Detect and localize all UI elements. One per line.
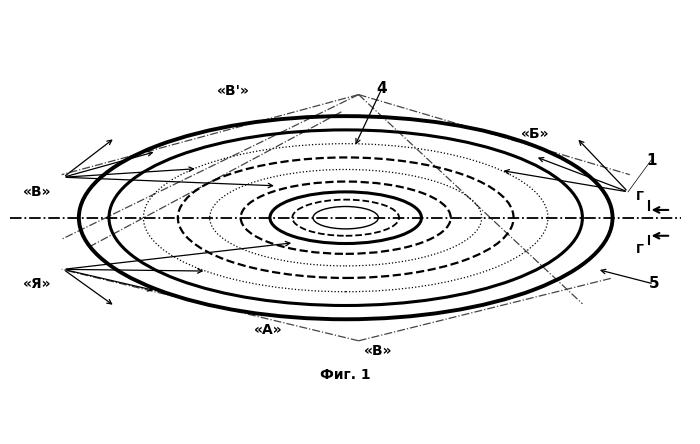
Text: «В»: «В» bbox=[364, 344, 393, 358]
Text: Г: Г bbox=[636, 190, 644, 202]
Text: «Я»: «Я» bbox=[23, 277, 52, 291]
Text: 1: 1 bbox=[646, 153, 657, 167]
Text: «В'»: «В'» bbox=[218, 84, 250, 98]
Text: 4: 4 bbox=[377, 81, 387, 96]
Text: Фиг. 1: Фиг. 1 bbox=[321, 368, 371, 382]
Text: 5: 5 bbox=[648, 277, 659, 291]
Text: Г: Г bbox=[636, 243, 644, 256]
Text: «А»: «А» bbox=[254, 324, 283, 337]
Text: «В»: «В» bbox=[23, 185, 52, 199]
Text: «Б»: «Б» bbox=[521, 127, 550, 141]
